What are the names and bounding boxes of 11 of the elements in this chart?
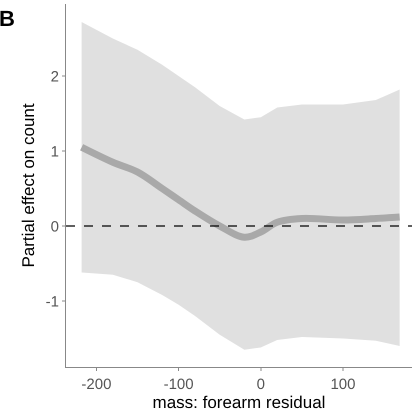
y-tick-label: 0 — [50, 218, 59, 236]
x-tick-label: -100 — [164, 376, 194, 393]
y-tick-label: 1 — [50, 143, 59, 160]
y-tick-label: -1 — [46, 293, 59, 310]
text: B — [0, 6, 15, 31]
x-axis-title: mass: forearm residual — [152, 393, 326, 412]
x-tick-label: -200 — [81, 376, 112, 393]
y-tick-label: 2 — [50, 68, 59, 86]
y-axis-title: Partial effect on count — [19, 103, 38, 268]
x-tick-label: 0 — [256, 376, 265, 393]
x-tick-label: 100 — [330, 376, 356, 393]
